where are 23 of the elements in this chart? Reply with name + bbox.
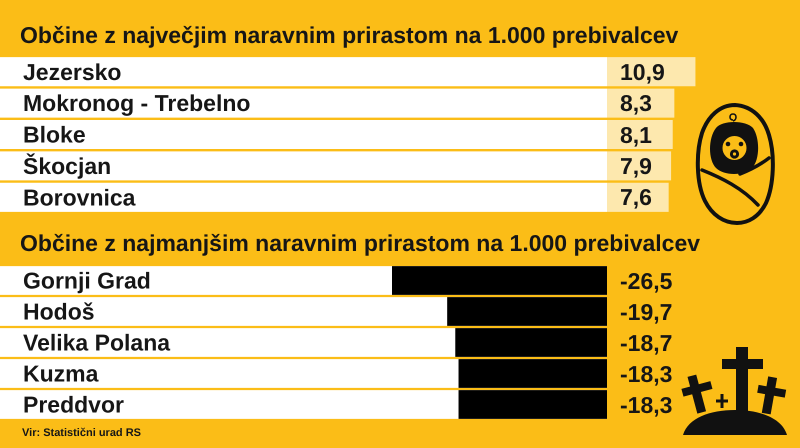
data-label: 8,3 [620, 90, 652, 116]
data-label: -18,7 [620, 330, 672, 356]
text: Občine z največjim naravnim prirastom na 1.000 prebivalcev [20, 22, 679, 48]
y-tick-label: Jezersko [23, 58, 122, 85]
data-label: 8,1 [620, 122, 652, 148]
data-label: -18,3 [620, 392, 672, 418]
chart-title: Občine z najmanjšim naravnim prirastom na 1.000 prebivalcev [20, 230, 700, 256]
data-label: 7,6 [620, 184, 652, 210]
y-tick-label: Kuzma [23, 360, 99, 387]
y-tick-label: Velika Polana [23, 330, 170, 356]
text: Vir: Statistični urad RS [22, 427, 141, 439]
y-tick-label: Hodoš [23, 298, 95, 325]
y-tick-label: Škocjan [23, 152, 112, 179]
data-label: -19,7 [620, 299, 672, 325]
y-tick-label: Mokronog - Trebelno [23, 90, 250, 116]
y-tick-label: Gornji Grad [23, 268, 151, 294]
data-label: 10,9 [620, 59, 665, 85]
y-tick-label: Preddvor [23, 392, 124, 418]
data-label: -18,3 [620, 361, 672, 387]
y-tick-label: Borovnica [23, 184, 136, 210]
data-label: 7,9 [620, 153, 652, 179]
data-label: -26,5 [620, 268, 673, 294]
y-tick-label: Bloke [23, 122, 86, 148]
